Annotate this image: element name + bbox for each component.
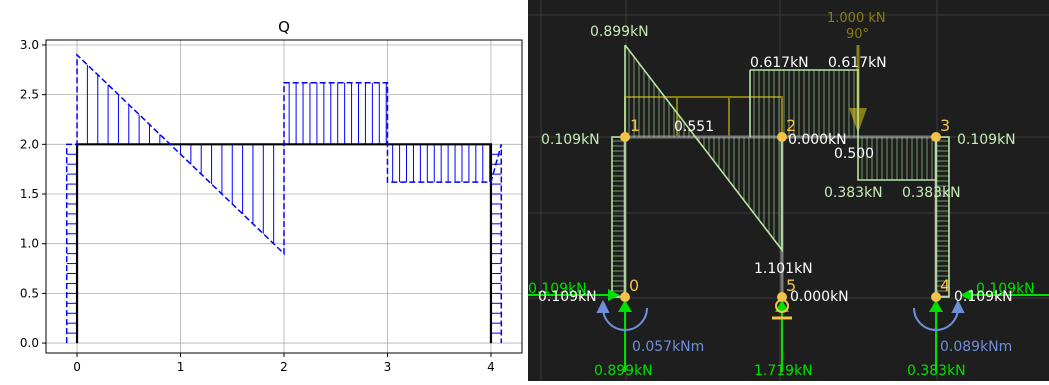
moment-arcs [596,299,965,331]
plot-series [65,53,503,344]
label-0000-top: 0.000kN [788,132,847,148]
label-0000-bottom: 0.000kN [790,289,849,305]
node-label-2: 2 [786,116,796,135]
shear-diagram-hatch [612,50,949,297]
plot-ticks: 0 1 2 3 4 0.0 0.5 1.0 1.5 2.0 2.5 3.0 [20,38,495,374]
x-tick-label: 2 [280,360,288,374]
label-reaction-5: 1.719kN [754,363,813,379]
nodes [620,132,941,302]
shear-diagram [611,44,950,298]
y-tick-label: 0.0 [20,336,39,350]
value-labels: 0.899kN 1.000 kN 90° 0.617kN 0.617kN 0.5… [528,11,1035,379]
x-tick-label: 1 [177,360,185,374]
x-tick-label: 3 [384,360,392,374]
structure-view: 1 2 3 0 5 4 0.899kN 1.000 kN 90° 0.617kN… [528,0,1049,381]
reaction-forces [528,289,1049,372]
node-3[interactable] [931,132,941,142]
label-moment-left: 0.057kNm [632,339,704,355]
node-label-1: 1 [630,116,640,135]
label-0551: 0.551 [674,119,714,135]
node-label-4: 4 [940,276,950,295]
node-label-0: 0 [629,276,639,295]
label-reaction-4: 0.383kN [907,363,966,379]
label-0109-white-right: 0.109kN [954,289,1013,305]
plot-title: Q [278,18,290,36]
label-reaction-0: 0.899kN [594,363,653,379]
x-tick-label: 4 [487,360,495,374]
node-labels: 1 2 3 0 5 4 [629,116,950,295]
label-0109-green-left: 0.109kN [528,281,587,297]
node-0[interactable] [620,292,630,302]
label-0617b: 0.617kN [828,55,887,71]
y-tick-label: 2.0 [20,137,39,151]
x-tick-label: 0 [73,360,81,374]
label-moment-right: 0.089kNm [940,339,1012,355]
label-load-value: 1.000 kN [827,11,886,26]
node-5[interactable] [777,292,787,302]
label-0500: 0.500 [834,146,874,162]
node-4[interactable] [931,292,941,302]
y-tick-label: 0.5 [20,286,39,300]
y-tick-label: 1.0 [20,237,39,251]
y-tick-label: 3.0 [20,38,39,52]
shear-force-plot: 0 1 2 3 4 0.0 0.5 1.0 1.5 2.0 2.5 3.0 Q [0,0,528,381]
node-2[interactable] [777,132,787,142]
label-0383b: 0.383kN [902,185,961,201]
label-1101: 1.101kN [754,261,813,277]
y-tick-label: 2.5 [20,88,39,102]
shear-plot-svg: 0 1 2 3 4 0.0 0.5 1.0 1.5 2.0 2.5 3.0 Q [20,18,523,374]
y-tick-label: 1.5 [20,187,39,201]
structure-svg: 1 2 3 0 5 4 0.899kN 1.000 kN 90° 0.617kN… [528,0,1049,381]
label-0109-right: 0.109kN [957,132,1016,148]
label-top: 0.899kN [590,24,649,40]
label-load-angle: 90° [846,27,869,42]
label-0109-left: 0.109kN [541,132,600,148]
node-label-5: 5 [786,276,796,295]
node-label-3: 3 [940,116,950,135]
shear-hatch [66,64,502,334]
label-0617a: 0.617kN [750,55,809,71]
label-0109-white-left: 0.109kN [538,289,597,305]
label-0383a: 0.383kN [824,185,883,201]
label-0109-green-right: 0.109kN [976,281,1035,297]
node-1[interactable] [620,132,630,142]
shear-line [65,53,503,344]
